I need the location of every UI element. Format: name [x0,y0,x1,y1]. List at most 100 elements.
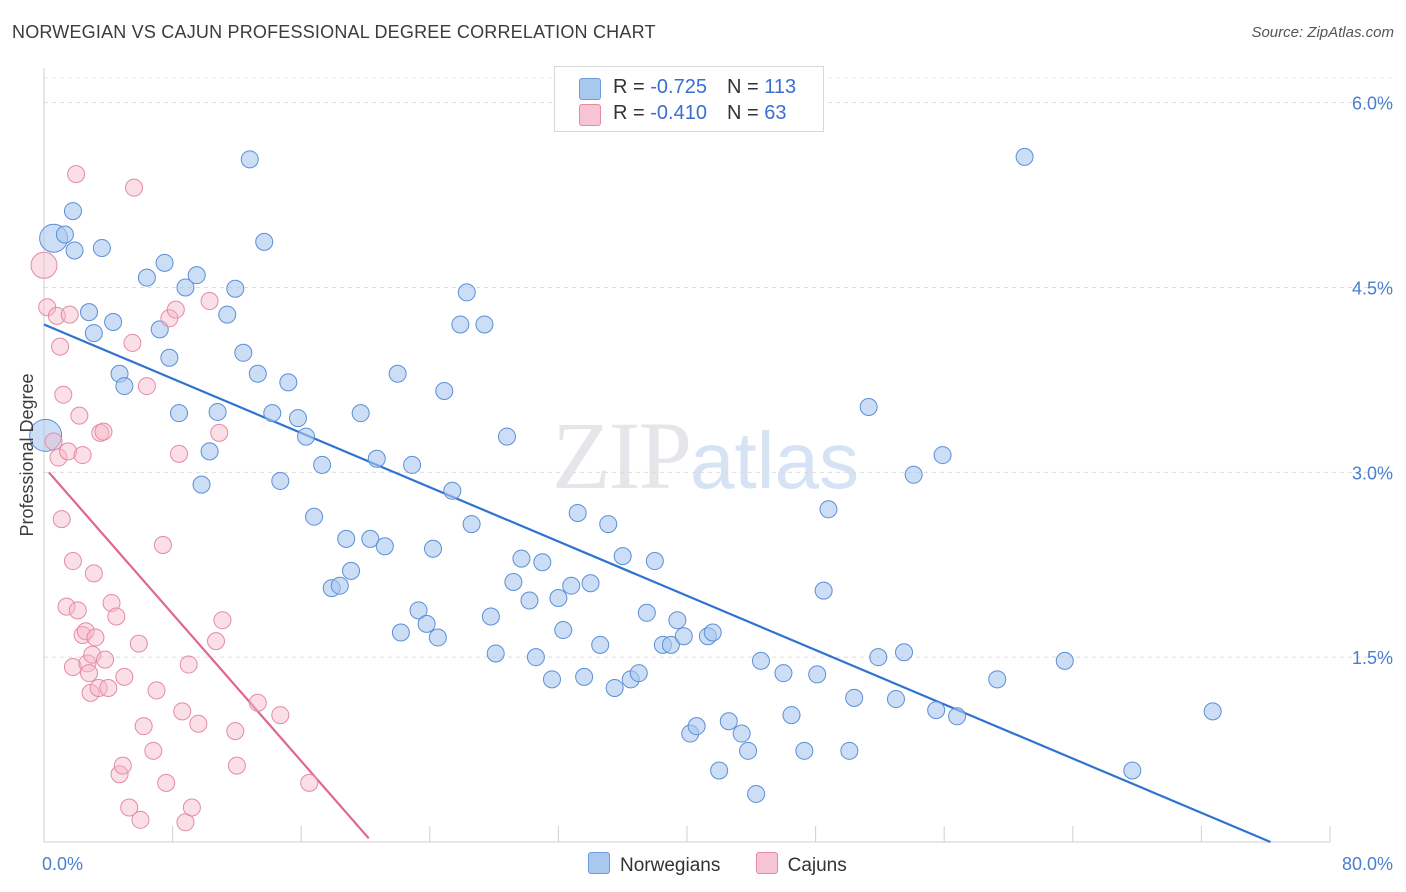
norwegian-point [391,623,410,642]
cajun-point [70,406,89,425]
cajun-point [153,536,172,555]
norwegian-point [137,268,156,287]
cajun-point [248,693,267,712]
y-axis-label: Professional Degree [17,373,37,536]
norwegians-trend-line [43,323,1271,844]
norwegian-point [886,690,905,709]
legend-r-label: R = [613,102,651,124]
norwegians-points [29,147,1222,803]
cajun-point [89,678,108,697]
norwegian-point [80,303,99,322]
norwegian-point [497,427,516,446]
norwegian-point [192,475,211,494]
cajun-point [76,622,95,641]
norwegian-point [84,324,103,343]
cajun-point [59,442,78,461]
norwegian-point [409,601,428,620]
cajun-point [166,300,185,319]
cajun-point [86,628,105,647]
norwegian-point [747,784,766,803]
cajun-point [52,510,71,529]
tick-labels: 1.5% 3.0% 4.5% 6.0% 0.0% 80.0% [42,94,1393,874]
norwegian-point [375,537,394,556]
cajun-point [80,664,99,683]
norwegian-point [845,688,864,707]
cajun-point [68,601,87,620]
cajun-point [137,377,156,396]
cajun-point [49,448,68,467]
cajuns-points [30,165,319,832]
legend-n-value: 113 [764,76,797,98]
norwegian-point [661,635,680,654]
norwegian-point [170,404,189,423]
cajun-point [120,798,139,817]
norwegian-point [208,402,227,421]
norwegian-point [575,667,594,686]
norwegian-point [443,481,462,500]
norwegian-point [814,581,833,600]
cajun-point [170,444,189,463]
norwegian-point [486,644,505,663]
cajun-point [47,306,66,325]
norwegian-point [351,404,370,423]
norwegian-point [605,678,624,697]
norwegian-point [613,547,632,566]
cajun-point [129,634,148,653]
norwegian-point [176,278,195,297]
norwegian-point [568,503,587,522]
norwegian-point [1123,761,1142,780]
norwegian-point [1203,702,1222,721]
cajun-point [134,717,153,736]
cajun-point [96,650,115,669]
cajun-point [144,741,163,760]
legend-n-value: 63 [764,102,787,124]
norwegian-point [719,712,738,731]
cajun-point [125,178,144,197]
cajun-point [113,756,132,775]
norwegian-point [457,283,476,302]
norwegian-point [904,465,923,484]
legend-n-label: N = [726,76,765,98]
cajun-point [213,611,232,630]
norwegian-point [674,627,693,646]
norwegian-point [330,576,349,595]
cajun-point [147,681,166,700]
norwegian-point [288,409,307,428]
norwegian-point [424,539,443,558]
series-legend-cajuns[interactable]: Cajuns [755,852,847,877]
series-legend-norwegians[interactable]: Norwegians [588,852,720,877]
norwegian-point [92,239,111,258]
legend-r-value: -0.725 [650,76,707,98]
norwegian-point [710,761,729,780]
cajun-point [189,714,208,733]
legend-n-label: N = [726,102,765,124]
norwegian-point [542,670,561,689]
norwegian-point [554,621,573,640]
norwegian-point [988,670,1007,689]
norwegian-point [808,665,827,684]
y-tick-label: 1.5% [1352,648,1393,668]
series-swatch-norwegians [588,852,610,874]
norwegian-point [948,707,967,726]
series-label-cajuns: Cajuns [787,855,847,876]
x-tick-label: 80.0% [1342,854,1393,874]
cajun-point [207,632,226,651]
cajun-point [60,305,79,324]
cajun-point [131,810,150,829]
norwegian-point [313,455,332,474]
chart-title: NORWEGIAN VS CAJUN PROFESSIONAL DEGREE C… [12,22,656,42]
x-tick-label: 0.0% [42,854,83,874]
norwegian-point [840,741,859,760]
norwegian-point [739,741,758,760]
legend-r-value: -0.410 [650,102,707,124]
norwegian-point [751,651,770,670]
y-tick-label: 4.5% [1352,278,1393,298]
norwegian-point [703,623,722,642]
cajun-point [51,337,70,356]
norwegian-point [160,348,179,367]
norwegian-point [361,529,380,548]
cajun-point [73,446,92,465]
norwegian-point [255,232,274,251]
cajun-point [84,564,103,583]
